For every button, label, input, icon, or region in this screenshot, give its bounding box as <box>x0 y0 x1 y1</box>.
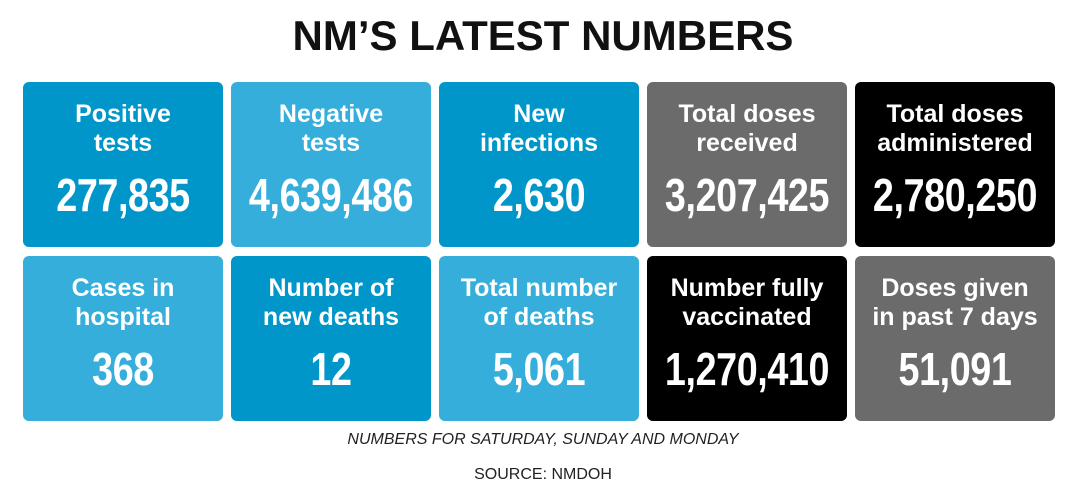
tile-label: Total number of deaths <box>460 274 618 331</box>
tile-cases-hospital: Cases in hospital 368 <box>23 256 223 421</box>
tile-doses-received: Total doses received 3,207,425 <box>647 82 847 247</box>
tile-value: 4,639,486 <box>248 169 414 221</box>
tile-value: 368 <box>92 343 154 395</box>
tile-value: 2,630 <box>492 169 586 221</box>
tile-label: Doses given in past 7 days <box>872 274 1038 331</box>
tile-label: Total doses administered <box>877 100 1033 157</box>
tile-value: 277,835 <box>56 169 190 221</box>
tile-positive-tests: Positive tests 277,835 <box>23 82 223 247</box>
tile-fully-vaccinated: Number fully vaccinated 1,270,410 <box>647 256 847 421</box>
tile-label: Positive tests <box>75 100 171 157</box>
tile-negative-tests: Negative tests 4,639,486 <box>231 82 431 247</box>
tile-value: 5,061 <box>492 343 586 395</box>
tile-doses-past-7-days: Doses given in past 7 days 51,091 <box>855 256 1055 421</box>
tile-value: 51,091 <box>898 343 1012 395</box>
tile-new-deaths: Number of new deaths 12 <box>231 256 431 421</box>
tile-label: Total doses received <box>678 100 816 157</box>
tile-total-deaths: Total number of deaths 5,061 <box>439 256 639 421</box>
tile-new-infections: New infections 2,630 <box>439 82 639 247</box>
tile-value: 1,270,410 <box>664 343 830 395</box>
tile-value: 2,780,250 <box>872 169 1038 221</box>
tile-value: 12 <box>310 343 352 395</box>
tile-label: Number of new deaths <box>262 274 400 331</box>
tile-label: Cases in hospital <box>71 274 175 331</box>
tile-value: 3,207,425 <box>664 169 830 221</box>
stats-grid: Positive tests 277,835 Negative tests 4,63… <box>23 82 1055 421</box>
date-note: NUMBERS FOR SATURDAY, SUNDAY AND MONDAY <box>347 431 739 448</box>
tile-label: Number fully vaccinated <box>670 274 824 331</box>
tile-label: New infections <box>479 100 599 157</box>
tile-label: Negative tests <box>278 100 384 157</box>
tile-doses-administered: Total doses administered 2,780,250 <box>855 82 1055 247</box>
source-credit: SOURCE: NMDOH <box>474 466 612 483</box>
page-title: NM’S LATEST NUMBERS <box>292 12 794 59</box>
